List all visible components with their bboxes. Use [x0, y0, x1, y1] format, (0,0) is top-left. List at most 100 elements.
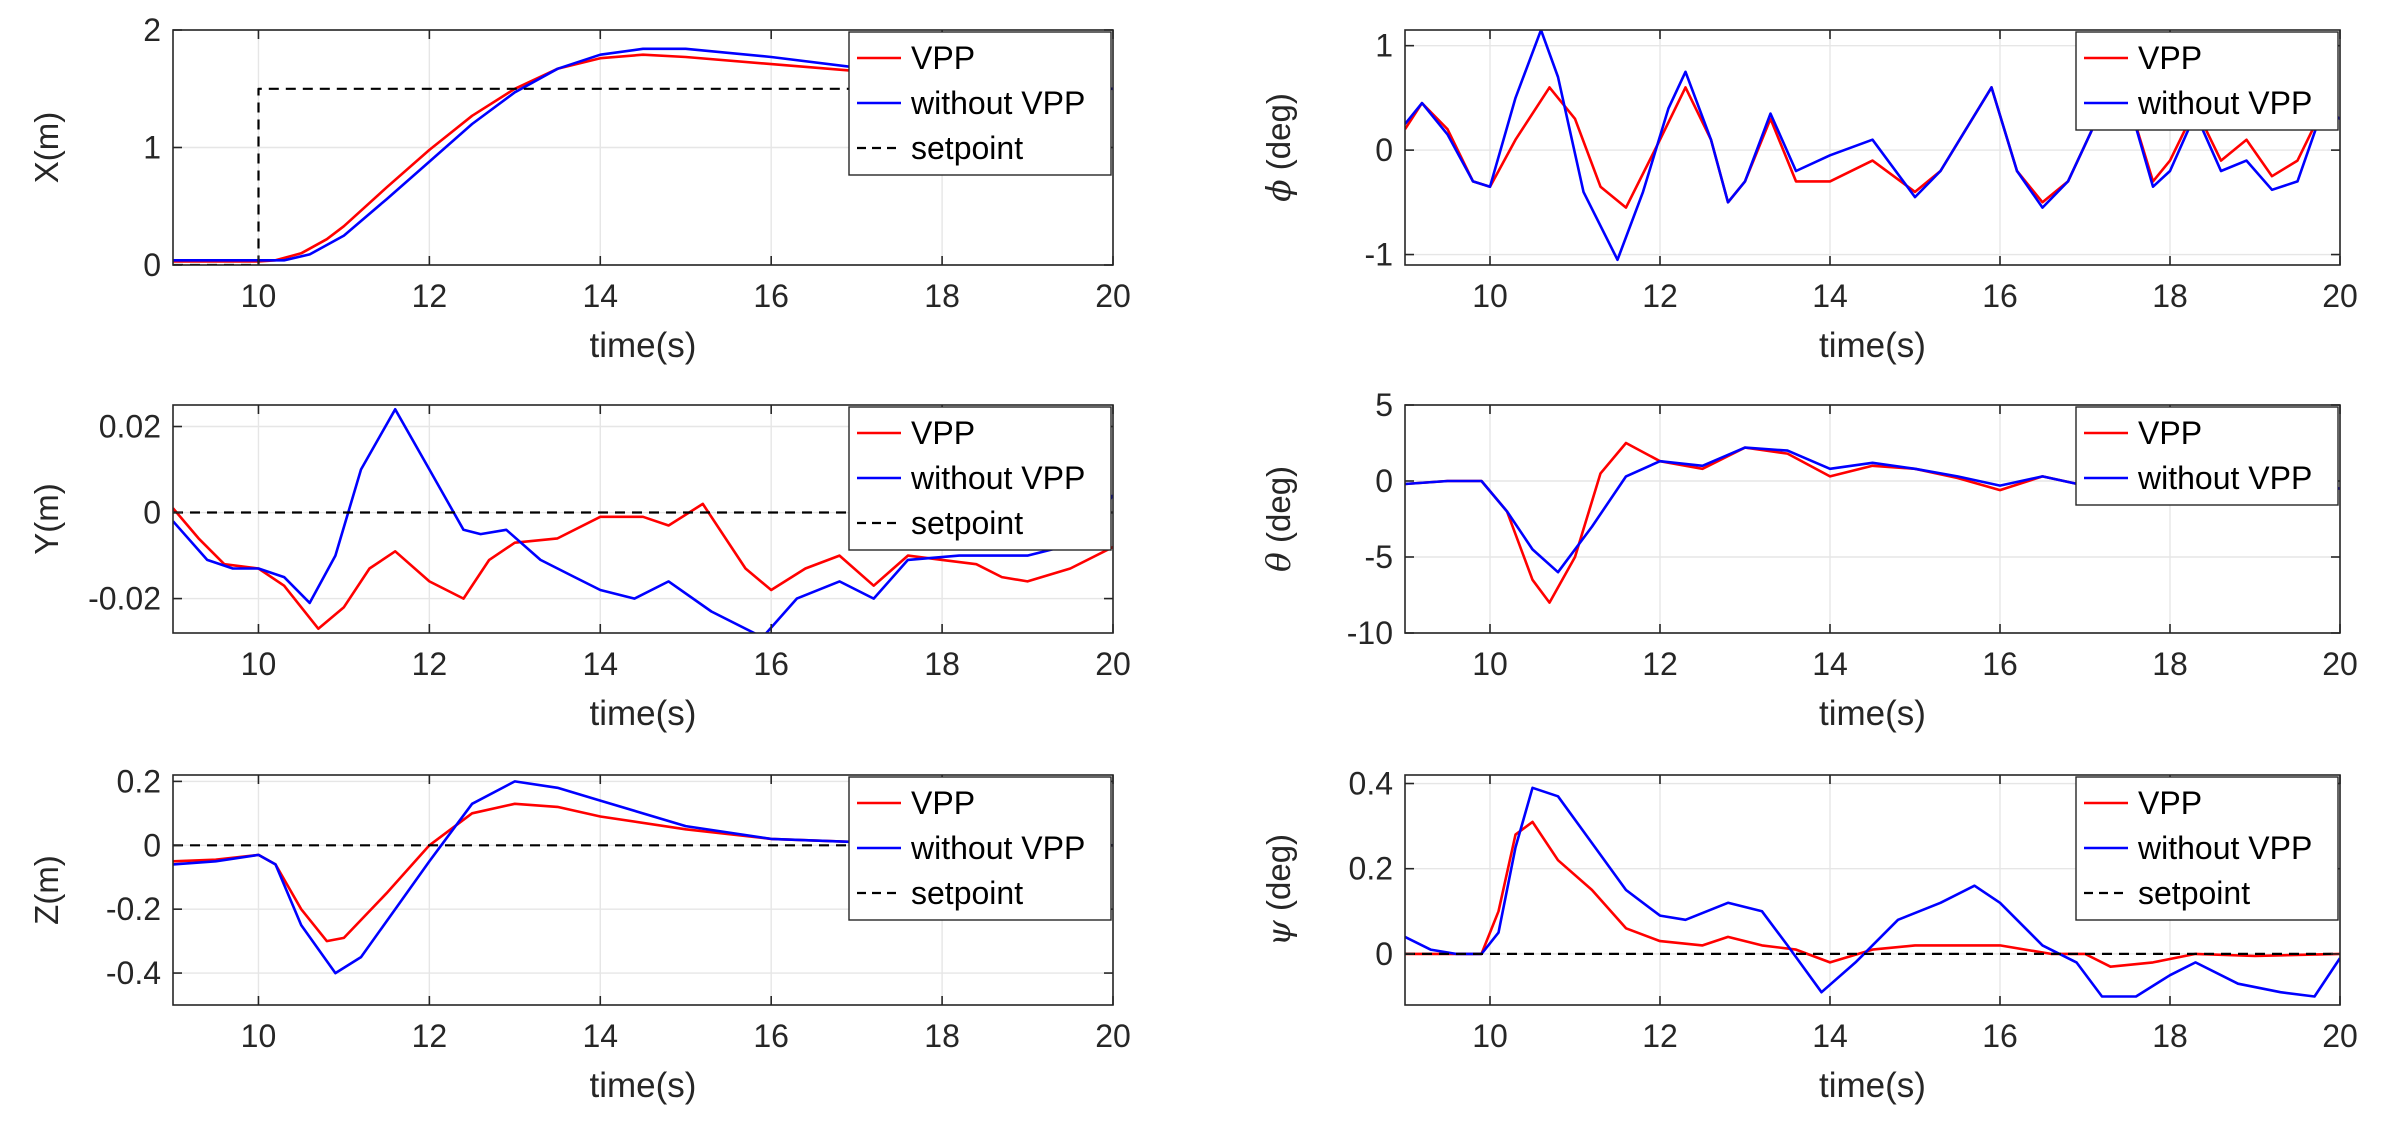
legend-label: VPP — [911, 40, 975, 76]
x-tick-label: 18 — [924, 646, 960, 682]
y-tick-label: -0.02 — [88, 581, 161, 617]
y-axis-label: Z(m) — [28, 855, 65, 925]
axes-box — [1404, 774, 2341, 1006]
y-axis-unit: (deg) — [1260, 834, 1297, 911]
y-tick-label: -1 — [1365, 237, 1393, 273]
x-tick-label: 20 — [2322, 646, 2358, 682]
subplot-theta: 10 12 14 16 18 20 -10 -5 0 5 time(s) θ (deg) VPP with… — [1259, 387, 2358, 733]
series-group — [1405, 441, 2340, 604]
x-tick-label: 18 — [924, 1018, 960, 1054]
subplot-z: 10 12 14 16 18 20 -0.4 -0.2 0 0.2 time(s) Z(m) VPP wi… — [28, 763, 1131, 1105]
y-tick-label: 0 — [143, 247, 161, 283]
y-axis-label: ψ (deg) — [1259, 834, 1298, 946]
series-line-vpp — [1405, 820, 2340, 969]
y-tick-label: -5 — [1365, 539, 1393, 575]
legend-box — [2075, 31, 2339, 131]
legend-label: setpoint — [911, 875, 1023, 911]
series-line-without-vpp — [1405, 786, 2340, 998]
y-axis-unit: (deg) — [1260, 466, 1297, 543]
x-tick-label: 12 — [1642, 646, 1678, 682]
x-tick-label: 18 — [2152, 278, 2188, 314]
x-tick-label: 14 — [1812, 1018, 1848, 1054]
legend: VPP without VPP setpoint — [2075, 776, 2339, 921]
legend-label: without VPP — [910, 460, 1085, 496]
x-tick-label: 10 — [241, 278, 277, 314]
legend-label: without VPP — [910, 85, 1085, 121]
x-axis-label: time(s) — [590, 1066, 697, 1105]
axes-box — [172, 774, 1114, 1006]
x-tick-label: 20 — [2322, 278, 2358, 314]
subplot-y: 10 12 14 16 18 20 -0.02 0 0.02 time(s) Y(m) VPP with… — [28, 404, 1131, 733]
legend-label: VPP — [911, 415, 975, 451]
series-group — [1405, 786, 2340, 998]
series-line-without-vpp — [1405, 30, 2340, 262]
x-axis-label: time(s) — [590, 694, 697, 733]
x-tick-label: 16 — [753, 646, 789, 682]
y-tick-label: 0 — [1375, 132, 1393, 168]
y-tick-label: 1 — [1375, 28, 1393, 64]
x-tick-label: 16 — [1982, 1018, 2018, 1054]
x-tick-label: 16 — [1982, 278, 2018, 314]
x-tick-label: 12 — [1642, 1018, 1678, 1054]
x-tick-label: 16 — [1982, 646, 2018, 682]
series-line-without-vpp — [1405, 446, 2340, 574]
x-axis-label: time(s) — [590, 326, 697, 365]
y-axis-symbol: ϕ — [1259, 179, 1298, 202]
legend-label: without VPP — [910, 830, 1085, 866]
x-tick-label: 18 — [2152, 646, 2188, 682]
x-tick-label: 10 — [241, 646, 277, 682]
x-tick-label: 12 — [412, 1018, 448, 1054]
y-tick-label: -10 — [1347, 615, 1393, 651]
legend-box — [2075, 406, 2339, 506]
y-tick-label: 0 — [143, 495, 161, 531]
legend: VPP without VPP — [2075, 31, 2339, 131]
y-tick-label: -0.4 — [106, 955, 161, 991]
y-axis-label: Y(m) — [28, 483, 65, 554]
x-tick-label: 18 — [924, 278, 960, 314]
y-axis-symbol: ψ — [1259, 919, 1298, 946]
x-tick-label: 14 — [1812, 278, 1848, 314]
legend-label: VPP — [2138, 40, 2202, 76]
x-tick-label: 20 — [1095, 278, 1131, 314]
legend-label: setpoint — [911, 505, 1023, 541]
grid — [1405, 30, 2341, 265]
x-tick-label: 12 — [1642, 278, 1678, 314]
legend: VPP without VPP setpoint — [848, 31, 1112, 176]
x-tick-label: 10 — [1472, 278, 1508, 314]
legend: VPP without VPP — [2075, 406, 2339, 506]
x-tick-label: 18 — [2152, 1018, 2188, 1054]
x-tick-label: 16 — [753, 278, 789, 314]
legend-label: without VPP — [2137, 460, 2312, 496]
subplot-psi: 10 12 14 16 18 20 0 0.2 0.4 time(s) ψ (deg) VPP with… — [1259, 766, 2358, 1105]
series-line-setpoint — [173, 87, 1113, 265]
axes-box — [172, 404, 1114, 634]
y-tick-label: 2 — [143, 12, 161, 48]
axes-box — [1404, 29, 2341, 266]
y-axis-unit: (deg) — [1260, 93, 1297, 170]
legend: VPP without VPP setpoint — [848, 406, 1112, 551]
y-tick-label: 0 — [1375, 463, 1393, 499]
y-tick-label: -0.2 — [106, 891, 161, 927]
legend-label: without VPP — [2137, 85, 2312, 121]
subplot-phi: 10 12 14 16 18 20 -1 0 1 time(s) ϕ (deg) VPP without… — [1259, 28, 2358, 365]
x-tick-label: 20 — [1095, 1018, 1131, 1054]
y-tick-label: 0.02 — [99, 409, 161, 445]
y-tick-label: 5 — [1375, 387, 1393, 423]
series-line-vpp — [173, 502, 1113, 631]
x-tick-label: 10 — [1472, 646, 1508, 682]
y-tick-label: 0 — [1375, 936, 1393, 972]
y-axis-label: θ (deg) — [1259, 466, 1298, 572]
x-tick-label: 10 — [241, 1018, 277, 1054]
x-tick-label: 14 — [582, 278, 618, 314]
y-axis-symbol: θ — [1259, 552, 1298, 572]
legend-label: setpoint — [2138, 875, 2250, 911]
x-tick-label: 14 — [582, 646, 618, 682]
y-tick-label: 1 — [143, 130, 161, 166]
legend-label: setpoint — [911, 130, 1023, 166]
legend: VPP without VPP setpoint — [848, 776, 1112, 921]
legend-label: VPP — [911, 785, 975, 821]
y-tick-label: 0.4 — [1349, 766, 1393, 802]
x-axis-label: time(s) — [1819, 1066, 1926, 1105]
